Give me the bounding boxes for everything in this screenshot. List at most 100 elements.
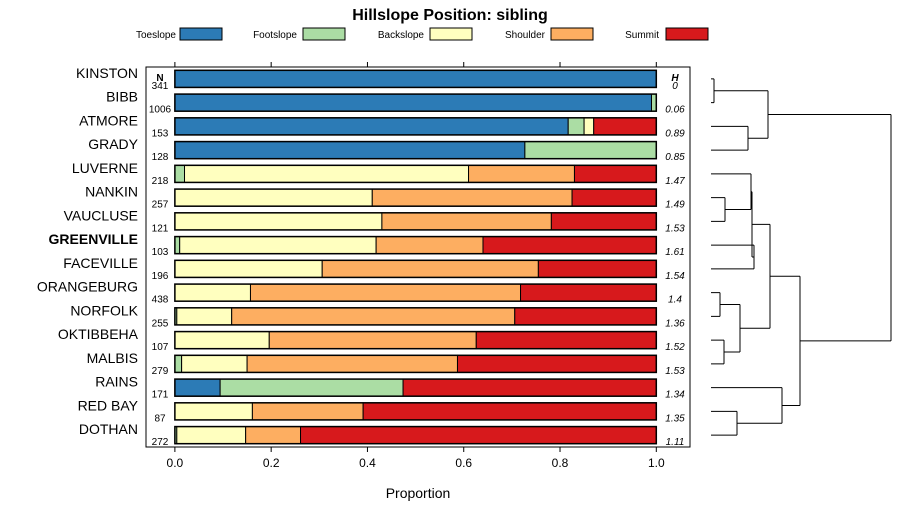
n-value-malbis: 279	[152, 366, 169, 377]
bar-nankin-backslope	[174, 188, 373, 207]
bar-outline-vaucluse	[174, 212, 658, 231]
bar-dothan-summit	[300, 426, 657, 445]
y-label-red-bay: RED BAY	[78, 397, 139, 413]
bar-kinston-toeslope	[174, 69, 657, 88]
n-value-luverne: 218	[152, 176, 169, 187]
h-value-rains: 1.34	[665, 390, 685, 401]
bar-outline-luverne	[174, 164, 658, 184]
bar-atmore-backslope	[583, 117, 595, 136]
bar-luverne-shoulder	[468, 164, 575, 183]
h-value-red-bay: 1.35	[665, 413, 685, 424]
h-value-orangeburg: 1.4	[668, 295, 682, 306]
legend-swatch-backslope	[429, 27, 473, 41]
y-label-oktibbeha: OKTIBBEHA	[58, 326, 139, 342]
bar-malbis-shoulder	[246, 354, 458, 373]
bar-malbis-backslope	[181, 354, 248, 373]
bar-atmore-footslope	[567, 117, 585, 136]
legend-label-summit: Summit	[625, 30, 659, 41]
y-label-luverne: LUVERNE	[72, 160, 138, 176]
h-value-greenville: 1.61	[665, 247, 684, 258]
bar-outline-faceville	[174, 259, 658, 279]
bar-oktibbeha-summit	[475, 331, 657, 350]
n-value-rains: 171	[152, 390, 169, 401]
bar-outline-bibb	[174, 93, 658, 112]
h-value-nankin: 1.49	[665, 200, 685, 211]
legend-swatch-summit	[665, 27, 709, 41]
x-tick-label-1: 0.2	[263, 456, 280, 470]
bar-luverne-summit	[573, 164, 657, 183]
bar-outline-grady	[174, 140, 658, 160]
plot-frame	[145, 66, 691, 448]
bar-atmore-toeslope	[174, 117, 569, 136]
y-axis-labels: KINSTON BIBB ATMORE GRADY LUVERNE NANKIN VAUCL…	[37, 65, 139, 437]
y-label-atmore: ATMORE	[79, 112, 138, 128]
legend-swatch-shoulder	[550, 27, 594, 41]
n-value-orangeburg: 438	[152, 295, 169, 306]
bar-luverne-footslope	[174, 164, 186, 183]
n-value-norfolk: 255	[152, 318, 169, 329]
h-value-oktibbeha: 1.52	[665, 342, 685, 353]
y-label-rains: RAINS	[95, 374, 138, 390]
x-axis-label: Proportion	[386, 485, 451, 501]
h-value-vaucluse: 1.53	[665, 223, 685, 234]
y-label-kinston: KINSTON	[76, 65, 138, 81]
n-value-grady: 128	[152, 152, 169, 163]
x-tick-label-3: 0.6	[455, 456, 472, 470]
legend-swatch-footslope	[302, 27, 346, 41]
bar-outline-orangeburg	[174, 283, 658, 302]
bar-grady-toeslope	[174, 141, 526, 160]
bar-outline-malbis	[174, 354, 658, 374]
bar-norfolk-summit	[514, 307, 657, 326]
bar-greenville-summit	[482, 236, 657, 255]
bar-rains-summit	[402, 378, 657, 397]
bar-orangeburg-summit	[520, 283, 657, 302]
n-value-kinston: 341	[152, 81, 169, 92]
y-label-nankin: NANKIN	[85, 184, 138, 200]
dendrogram	[711, 78, 892, 436]
n-value-oktibbeha: 107	[152, 342, 169, 353]
n-values: 341 1006 153 128 218 257 121 103 196 438 255 107 279…	[149, 81, 172, 448]
y-label-orangeburg: ORANGEBURG	[37, 279, 138, 295]
bar-dothan-shoulder	[245, 426, 302, 445]
bar-norfolk-shoulder	[231, 307, 516, 326]
n-value-greenville: 103	[152, 247, 169, 258]
n-value-nankin: 257	[152, 200, 169, 211]
legend: Toeslope Footslope Backslope Shoulder Summit	[136, 27, 709, 41]
y-label-grady: GRADY	[88, 136, 138, 152]
legend-swatch-toeslope	[179, 27, 223, 41]
bar-nankin-summit	[571, 188, 657, 207]
bar-nankin-shoulder	[371, 188, 573, 207]
bar-orangeburg-shoulder	[249, 283, 522, 302]
bar-malbis-summit	[456, 354, 657, 373]
bar-oktibbeha-backslope	[174, 331, 270, 350]
bar-outline-dothan	[174, 425, 658, 445]
bar-outline-kinston	[174, 69, 658, 89]
h-values: 0 0.06 0.89 0.85 1.47 1.49 1.53 1.61 1.54 1.4 1.36…	[665, 81, 685, 448]
n-value-atmore: 153	[152, 128, 169, 139]
h-header: H	[671, 73, 679, 84]
bar-vaucluse-backslope	[174, 212, 383, 231]
bar-outline-red-bay	[174, 402, 658, 421]
bar-norfolk-backslope	[176, 307, 233, 326]
bar-rains-footslope	[219, 378, 404, 397]
y-label-bibb: BIBB	[106, 89, 138, 105]
y-label-greenville: GREENVILLE	[49, 231, 138, 247]
bar-greenville-backslope	[179, 236, 377, 255]
legend-label-shoulder: Shoulder	[505, 30, 546, 41]
bar-faceville-backslope	[174, 259, 323, 278]
bar-greenville-shoulder	[375, 236, 484, 255]
n-value-bibb: 1006	[149, 105, 172, 116]
legend-label-backslope: Backslope	[378, 30, 425, 41]
bar-rains-toeslope	[174, 378, 221, 397]
n-value-red-bay: 87	[154, 413, 166, 424]
n-header: N	[156, 73, 163, 84]
bar-dothan-backslope	[176, 426, 247, 445]
bar-red-bay-shoulder	[251, 402, 364, 421]
legend-label-toeslope: Toeslope	[136, 30, 176, 41]
bar-red-bay-backslope	[174, 402, 253, 421]
x-tick-label-5: 1.0	[648, 456, 665, 470]
y-label-dothan: DOTHAN	[79, 421, 138, 437]
bar-outline-oktibbeha	[174, 330, 658, 350]
